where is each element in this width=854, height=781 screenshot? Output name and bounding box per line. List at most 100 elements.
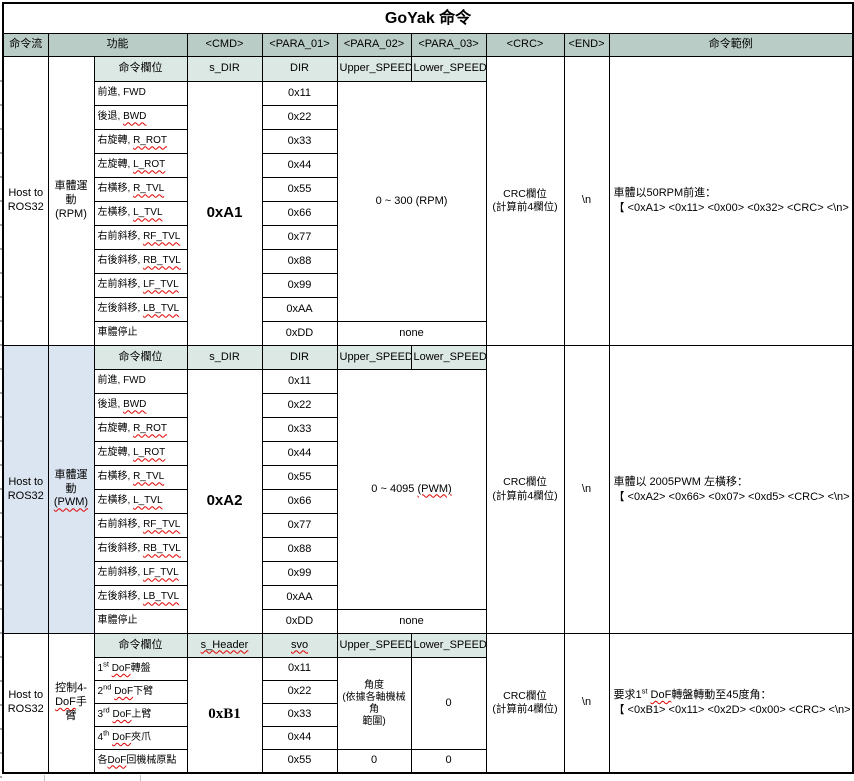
motion-row: 左前斜移, LF_TVL 0x99 [3, 273, 853, 298]
misspelled-text: LB_TVL [143, 591, 180, 603]
subheader-row: Host to ROS32 控制4- DoF手臂 命令欄位 s_Header s… [2, 633, 854, 773]
motion-label-cell: 後退, BWD [93, 393, 188, 418]
col-header-para02: <PARA_02> [336, 33, 412, 57]
crc-line1: CRC欄位 [503, 689, 547, 702]
motion-row: 左橫移, L_TVL 0x66 [3, 201, 853, 226]
example-cell: 車體以50RPM前進： 【 <0xA1> <0x11> <0x00> <0x32… [608, 56, 854, 346]
misspelled-text: R_TVL [133, 471, 165, 483]
function-line1: 控制4- [55, 682, 87, 695]
title-row: GoYak 命令 [2, 2, 854, 34]
para02-field-cell: Upper_SPEED [336, 56, 412, 82]
arm-label-tail: 上臂 [131, 708, 152, 720]
motion-label-cell: 右後斜移, RB_TVL [93, 537, 188, 562]
sheet-gridline-gutter [0, 58, 2, 780]
col-header-example: 命令範例 [608, 33, 854, 57]
example-line2: 【 <0xA1> <0x11> <0x00> <0x32> <CRC> <\n>… [613, 202, 854, 214]
angle-line3: 範圍) [362, 715, 386, 727]
dir-value-cell: 0x55 [261, 749, 338, 773]
function-line2: 手臂 [65, 695, 87, 722]
dir-value-cell: 0x77 [261, 513, 338, 538]
dir-value-cell: 0x88 [261, 249, 338, 274]
misspelled-text: L_ROT [133, 159, 166, 171]
motion-label-cell: 左橫移, L_TVL [93, 201, 188, 226]
cmd-field-cell: s_DIR [186, 345, 263, 370]
arm-label-head: 3 [97, 708, 104, 720]
motion-label-cell: 左前斜移, LF_TVL [93, 273, 188, 298]
motion-label-cn: 右後斜移, [97, 543, 144, 555]
motion-label-cn: 左前斜移, [97, 279, 144, 291]
arm-label-head: 1 [97, 662, 104, 674]
motion-row: 車體停止 0xDD none [3, 609, 853, 634]
arm-label-cell: 各DoF回機械原點 [93, 749, 188, 773]
sheet-gridline-stub [44, 775, 45, 781]
motion-label-cell: 左橫移, L_TVL [93, 489, 188, 514]
example-tail: 轉盤轉動至45度角： [671, 688, 772, 701]
function-cell: 車體運動 (PWM) [47, 345, 95, 634]
motion-label-cell: 右前斜移, RF_TVL [93, 225, 188, 250]
page-title: GoYak 命令 [2, 2, 854, 34]
dir-value-cell: 0x44 [261, 726, 338, 750]
arm-row: 3rd DoF上臂 0x33 [3, 703, 853, 727]
para01-field-cell: DIR [261, 345, 338, 370]
section-pwm: Host to ROS32 車體運動 (PWM) 命令欄位 s_DIR DIR … [2, 345, 854, 634]
motion-label-cn: 左後斜移, [97, 591, 144, 603]
motion-row: 左後斜移, LB_TVL 0xAA [3, 585, 853, 610]
motion-row: 右橫移, R_TVL 0x55 [3, 177, 853, 202]
flow-cell: Host to ROS32 [2, 633, 49, 773]
speed-range-text: 0 ~ 4095 [371, 482, 418, 495]
misspelled-text: R_ROT [133, 135, 167, 147]
misspelled-text: LB_TVL [143, 303, 180, 315]
motion-row: 右前斜移, RF_TVL 0x77 [3, 225, 853, 250]
dir-value-cell: 0x33 [261, 129, 338, 154]
motion-label-cell: 右後斜移, RB_TVL [93, 249, 188, 274]
misspelled-text: RB_TVL [143, 543, 181, 555]
motion-label-cn: 右橫移, [97, 471, 134, 483]
para03-field-cell: Lower_SPEED [410, 345, 487, 370]
ordinal-sup: st [103, 659, 109, 669]
end-cell: \n [563, 345, 610, 634]
dir-value-cell: 0xDD [261, 609, 338, 634]
motion-label-cell: 前進, FWD [93, 369, 188, 394]
motion-label-cn: 後退, [97, 399, 124, 411]
motion-label-cn: 左旋轉, [97, 159, 134, 171]
motion-label-cn: 右橫移, [97, 183, 134, 195]
flow-line1: Host to [8, 689, 44, 701]
zero-cell: 0 [410, 749, 487, 773]
dir-value-cell: 0x44 [261, 441, 338, 466]
dir-value-cell: 0x22 [261, 393, 338, 418]
cmd-value-cell: 0xA2 [186, 369, 263, 634]
misspelled-text: L_TVL [133, 207, 163, 219]
end-cell: \n [563, 56, 610, 346]
flow-line2: ROS32 [7, 201, 44, 213]
arm-label-tail: 下臂 [133, 685, 154, 697]
flow-line2: ROS32 [7, 702, 44, 715]
crc-cell: CRC欄位 (計算前4欄位) [485, 56, 565, 346]
misspelled-text: RB_TVL [143, 255, 181, 267]
motion-label-cn: 右前斜移, [97, 519, 144, 531]
example-line2: 【 <0xA2> <0x66> <0x07> <0xd5> <CRC> <\n>… [613, 490, 854, 503]
misspelled-text: LF_TVL [143, 279, 179, 291]
example-cell: 要求1st DoF轉盤轉動至45度角： 【 <0xB1> <0x11> <0x2… [608, 633, 854, 773]
motion-label-cn: 車體停止 [97, 615, 138, 627]
ordinal-sup: rd [103, 705, 110, 715]
crc-line1: CRC欄位 [503, 187, 547, 200]
col-header-para01: <PARA_01> [261, 33, 338, 57]
speed-range-cell: 0 ~ 4095 (PWM) [336, 369, 487, 610]
crc-line2: (計算前4欄位) [492, 489, 558, 502]
motion-label-cn: 前進, [97, 87, 124, 99]
misspelled-text: RF_TVL [143, 231, 181, 243]
motion-label-en: FWD [123, 87, 146, 99]
misspelled-text: DoF [107, 754, 127, 766]
field-label-cell: 命令欄位 [93, 345, 188, 370]
none-cell: none [336, 321, 487, 346]
motion-label-cell: 後退, BWD [93, 105, 188, 130]
angle-line1: 角度 [364, 679, 384, 691]
motion-label-cell: 車體停止 [93, 321, 188, 346]
motion-label-cn: 左旋轉, [97, 447, 134, 459]
example-ordinal-sup: st [641, 686, 648, 696]
motion-label-cell: 左前斜移, LF_TVL [93, 561, 188, 586]
function-line2: (PWM) [53, 496, 89, 509]
arm-label-cell: 1st DoF轉盤 [93, 657, 188, 681]
motion-row: 前進, FWD 0xA2 0x11 0 ~ 4095 (PWM) [3, 369, 853, 634]
